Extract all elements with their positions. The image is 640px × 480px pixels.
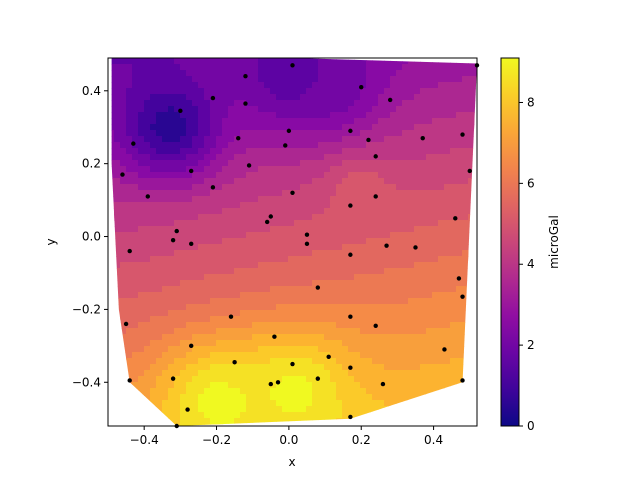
data-point <box>189 241 194 247</box>
colorbar-tick-label: 8 <box>527 95 535 109</box>
data-point <box>348 414 353 420</box>
y-axis-ticks: −0.4 −0.2 0.0 0.2 0.4 <box>72 84 108 389</box>
data-point <box>170 376 176 381</box>
data-point <box>453 216 458 221</box>
data-point <box>460 294 465 299</box>
data-point <box>236 135 241 141</box>
data-point <box>467 168 472 174</box>
data-point <box>145 194 150 199</box>
colorbar-tick-label: 6 <box>527 176 535 190</box>
data-point <box>210 185 216 190</box>
y-tick-label: 0.4 <box>82 84 101 98</box>
data-point <box>127 248 132 254</box>
data-point <box>286 128 292 134</box>
data-point <box>460 378 465 383</box>
x-axis-ticks: −0.4 −0.2 0.0 0.2 0.4 <box>130 426 443 447</box>
x-tick-label: −0.4 <box>130 433 159 447</box>
data-point <box>348 203 353 208</box>
data-point <box>127 378 132 383</box>
data-point <box>380 381 386 387</box>
data-point <box>348 128 353 134</box>
data-point <box>373 194 378 199</box>
data-point <box>348 314 353 319</box>
data-point <box>228 314 234 319</box>
data-point <box>348 252 353 257</box>
data-point <box>275 380 281 385</box>
colorbar-tick-label: 4 <box>527 257 535 271</box>
data-point <box>315 376 321 381</box>
data-point <box>283 143 288 148</box>
data-point <box>326 354 331 359</box>
data-point <box>290 361 295 367</box>
x-tick-label: 0.4 <box>424 433 443 447</box>
x-tick-label: 0.2 <box>352 433 371 447</box>
data-point <box>264 219 270 225</box>
colorbar-tick-label: 0 <box>527 419 535 433</box>
y-tick-label: −0.4 <box>72 375 101 389</box>
y-axis-label: y <box>44 238 58 245</box>
data-point <box>348 365 353 370</box>
y-tick-label: 0.0 <box>82 230 101 244</box>
data-point <box>174 228 179 234</box>
data-point <box>373 323 378 329</box>
data-point <box>442 347 447 352</box>
data-point <box>359 84 364 90</box>
data-point <box>232 360 237 365</box>
data-point <box>243 101 248 106</box>
data-point <box>246 163 252 168</box>
data-point <box>384 243 389 248</box>
data-point <box>243 74 248 79</box>
data-point <box>315 285 321 290</box>
plot-frame <box>107 57 478 427</box>
data-point <box>387 97 393 103</box>
data-points <box>120 63 480 429</box>
data-point <box>420 135 425 141</box>
data-point <box>123 321 129 327</box>
data-point <box>373 154 378 159</box>
plot-area: −0.4 −0.2 0.0 0.2 0.4 −0.4 −0.2 0.0 0.2 0.4 x y <box>44 57 480 469</box>
data-point <box>120 172 125 177</box>
data-point <box>290 63 295 68</box>
data-point <box>131 141 136 146</box>
x-axis-label: x <box>288 455 295 469</box>
colorbar-ticks: 0 2 4 6 8 <box>519 95 535 433</box>
data-point <box>272 334 277 339</box>
data-point <box>456 276 462 281</box>
data-point <box>189 343 194 349</box>
data-point <box>189 168 194 174</box>
data-point <box>178 108 183 114</box>
data-point <box>170 237 176 243</box>
data-point <box>366 137 371 143</box>
data-point <box>268 381 273 387</box>
colorbar: 0 2 4 6 8 microGal <box>500 57 561 433</box>
y-tick-label: −0.2 <box>72 302 101 316</box>
y-tick-label: 0.2 <box>82 157 101 171</box>
x-tick-label: −0.2 <box>202 433 231 447</box>
data-point <box>413 245 418 250</box>
colorbar-bar <box>500 57 520 427</box>
data-point <box>304 241 310 247</box>
data-point <box>210 95 216 101</box>
colorbar-label: microGal <box>547 215 561 269</box>
data-point <box>304 232 310 237</box>
data-point <box>290 190 295 196</box>
contour-fill <box>111 58 477 426</box>
colorbar-tick-label: 2 <box>527 338 535 352</box>
data-point <box>185 407 190 412</box>
x-tick-label: 0.0 <box>279 433 298 447</box>
data-point <box>268 214 273 219</box>
data-point <box>460 132 465 137</box>
